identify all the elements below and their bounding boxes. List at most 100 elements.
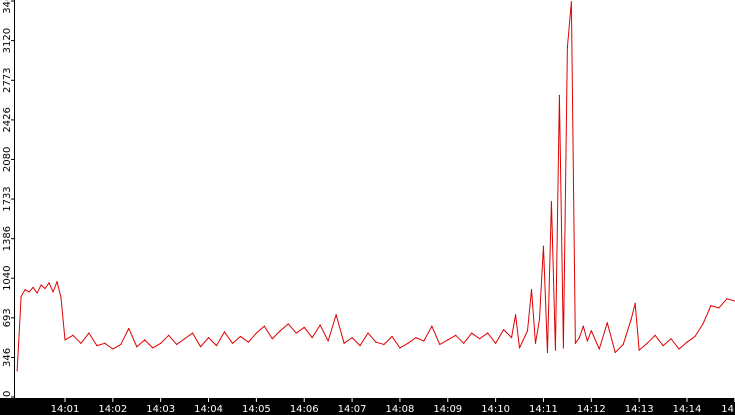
x-tick-label: 14:13: [625, 404, 654, 415]
data-point: [534, 342, 537, 344]
data-point: [463, 342, 465, 344]
data-point: [64, 339, 66, 341]
data-point: [319, 324, 321, 326]
data-point: [431, 325, 433, 327]
data-point: [582, 325, 584, 327]
data-point: [686, 341, 688, 343]
x-tick-label: 14:10: [481, 404, 510, 415]
data-point: [598, 348, 600, 350]
data-point: [562, 347, 565, 349]
data-point: [415, 337, 417, 339]
data-point: [168, 334, 170, 336]
x-tick-label: 14:01: [51, 404, 80, 415]
y-tick-label: 3467: [2, 0, 13, 14]
data-point: [542, 245, 545, 247]
x-tick-label: 14:08: [386, 404, 415, 415]
data-point: [279, 330, 281, 332]
data-point: [439, 343, 441, 346]
data-point: [88, 332, 90, 334]
data-point: [247, 341, 250, 343]
data-point: [160, 342, 162, 344]
data-point: [718, 307, 720, 309]
data-point: [40, 284, 42, 286]
data-point: [510, 337, 513, 339]
data-point: [590, 330, 592, 332]
data-point: [36, 292, 38, 294]
data-point: [24, 289, 26, 291]
data-point: [239, 335, 242, 338]
data-point: [570, 1, 572, 3]
series-layer: [16, 1, 735, 372]
data-point: [176, 343, 178, 346]
data-point: [726, 298, 728, 300]
data-point: [554, 349, 557, 351]
data-point: [80, 342, 82, 344]
data-point: [518, 347, 521, 349]
data-point: [295, 332, 297, 334]
y-tick-label: 2773: [2, 68, 13, 93]
data-point: [710, 305, 712, 307]
y-tick-label: 1733: [2, 186, 13, 211]
data-point: [694, 335, 696, 338]
data-point: [191, 332, 194, 334]
data-point: [538, 318, 541, 320]
data-point: [303, 326, 305, 328]
data-point: [455, 334, 457, 336]
data-point: [28, 291, 30, 293]
data-point: [391, 335, 393, 338]
data-point: [606, 322, 608, 324]
data-point: [586, 340, 588, 342]
x-tick-label: 14:11: [529, 404, 558, 415]
data-point: [335, 314, 337, 316]
data-point: [514, 314, 517, 316]
x-tick-label: 14: [721, 404, 734, 415]
y-tick-label: 1386: [2, 226, 13, 251]
data-point: [351, 337, 353, 339]
y-tick-label: 2426: [2, 107, 13, 132]
data-point: [558, 94, 561, 97]
data-point: [566, 46, 568, 49]
data-point: [255, 332, 257, 334]
data-point: [634, 302, 636, 304]
data-point: [638, 349, 640, 351]
x-tick-label: 14:14: [673, 404, 702, 415]
data-point: [662, 345, 664, 347]
data-point: [223, 331, 226, 333]
x-axis-ticks: 14:01 14:02 14:03 14:04 14:05 14:06 14:07 14:08…: [51, 398, 735, 415]
data-point: [52, 291, 54, 293]
data-point: [526, 330, 529, 332]
data-point: [574, 342, 576, 344]
y-tick-label: 693: [2, 308, 13, 327]
data-point: [56, 281, 58, 283]
data-point: [184, 338, 186, 340]
data-point: [104, 342, 106, 344]
x-tick-label: 14:04: [194, 404, 223, 415]
data-point: [447, 339, 449, 341]
x-axis-band: [0, 398, 735, 415]
data-point: [311, 337, 313, 339]
data-point: [550, 201, 553, 203]
data-point: [622, 343, 624, 346]
data-point: [199, 346, 202, 348]
data-point: [367, 332, 369, 334]
data-point: [144, 339, 146, 341]
x-tick-label: 14:12: [577, 404, 606, 415]
x-tick-label: 14:06: [290, 404, 319, 415]
y-axis-ticks: 0 346 693 1040 1386 1733 2080 2426 2773 3120 3467: [2, 0, 15, 398]
data-point: [578, 337, 580, 339]
data-point: [479, 338, 481, 340]
data-point: [263, 325, 265, 327]
data-point: [614, 351, 616, 354]
x-tick-label: 14:07: [338, 404, 367, 415]
data-point: [72, 334, 74, 336]
y-tick-label: 3120: [2, 28, 13, 53]
y-tick-label: 2080: [2, 147, 13, 172]
x-tick-label: 14:05: [242, 404, 271, 415]
data-point: [112, 348, 114, 350]
x-tick-label: 14:03: [146, 404, 175, 415]
data-point: [678, 348, 680, 350]
data-point: [271, 338, 273, 340]
x-tick-label: 14:02: [98, 404, 127, 415]
data-point: [48, 282, 50, 284]
